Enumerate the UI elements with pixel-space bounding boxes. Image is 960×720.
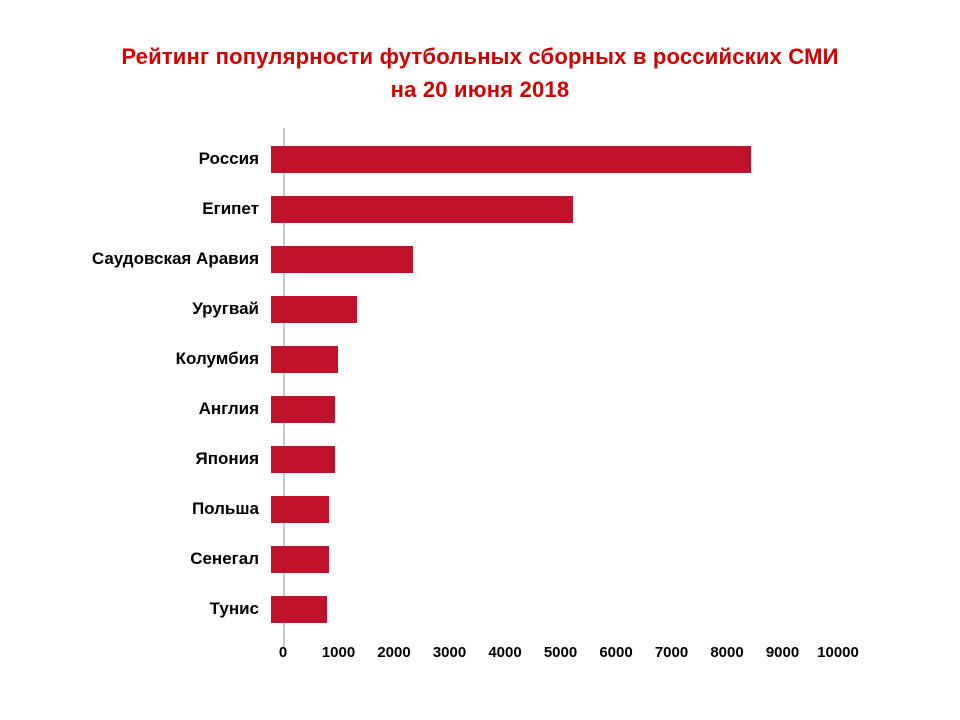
plot-area: Россия Египет Саудовская Аравия Уругвай … (0, 134, 960, 634)
bar-track (271, 334, 826, 384)
category-label: Англия (198, 399, 259, 418)
bar (271, 545, 330, 573)
x-tick-label: 4000 (488, 644, 522, 661)
bar (271, 595, 327, 623)
x-tick-label: 7000 (654, 644, 689, 661)
chart-title: Рейтинг популярности футбольных сборных … (0, 0, 960, 106)
bar-track (271, 534, 826, 584)
bar-row: Египет (0, 184, 960, 234)
bar-row: Тунис (0, 584, 960, 634)
bar-track (271, 234, 826, 284)
bar-track (271, 384, 826, 434)
x-axis: 0 1000 2000 3000 4000 5000 6000 7000 8000 9000 100… (279, 644, 859, 666)
bar-track (271, 484, 826, 534)
bar-row: Россия (0, 134, 960, 184)
chart-title-line1: Рейтинг популярности футбольных сборных … (121, 44, 839, 69)
x-tick-label: 9000 (765, 644, 800, 661)
x-tick-label: 0 (278, 644, 288, 661)
x-tick-label: 8000 (710, 644, 744, 661)
bar-row: Япония (0, 434, 960, 484)
x-tick-label: 5000 (543, 644, 578, 661)
bar (271, 295, 358, 323)
category-label: Тунис (209, 599, 259, 618)
x-tick-label: 6000 (599, 644, 633, 661)
bar-row: Саудовская Аравия (0, 234, 960, 284)
bar (271, 395, 335, 423)
bar-track (271, 434, 826, 484)
bar-row: Англия (0, 384, 960, 434)
category-label: Япония (195, 449, 259, 468)
bar (271, 345, 338, 373)
bar (271, 245, 413, 273)
bar-track (271, 284, 826, 334)
bar-row: Польша (0, 484, 960, 534)
x-tick-label: 2000 (377, 644, 411, 661)
category-label: Египет (202, 199, 259, 218)
y-axis-line (283, 128, 285, 648)
x-tick-label: 10000 (817, 644, 859, 661)
category-label: Уругвай (192, 299, 259, 318)
category-label: Россия (198, 149, 259, 168)
bar-chart: Россия Египет Саудовская Аравия Уругвай … (0, 128, 960, 666)
category-label: Сенегал (190, 549, 259, 568)
x-tick-label: 3000 (432, 644, 467, 661)
bar-row: Сенегал (0, 534, 960, 584)
bar-row: Уругвай (0, 284, 960, 334)
category-label: Саудовская Аравия (91, 249, 259, 268)
bar (271, 195, 574, 223)
category-label: Польша (191, 499, 259, 518)
bar-track (271, 134, 826, 184)
bar (271, 445, 335, 473)
category-label: Колумбия (175, 349, 259, 368)
x-tick-label: 1000 (321, 644, 356, 661)
bar (271, 495, 330, 523)
bar-track (271, 584, 826, 634)
bar-track (271, 184, 826, 234)
bar-row: Колумбия (0, 334, 960, 384)
bar (271, 145, 752, 173)
chart-title-line2: на 20 июня 2018 (390, 77, 570, 102)
